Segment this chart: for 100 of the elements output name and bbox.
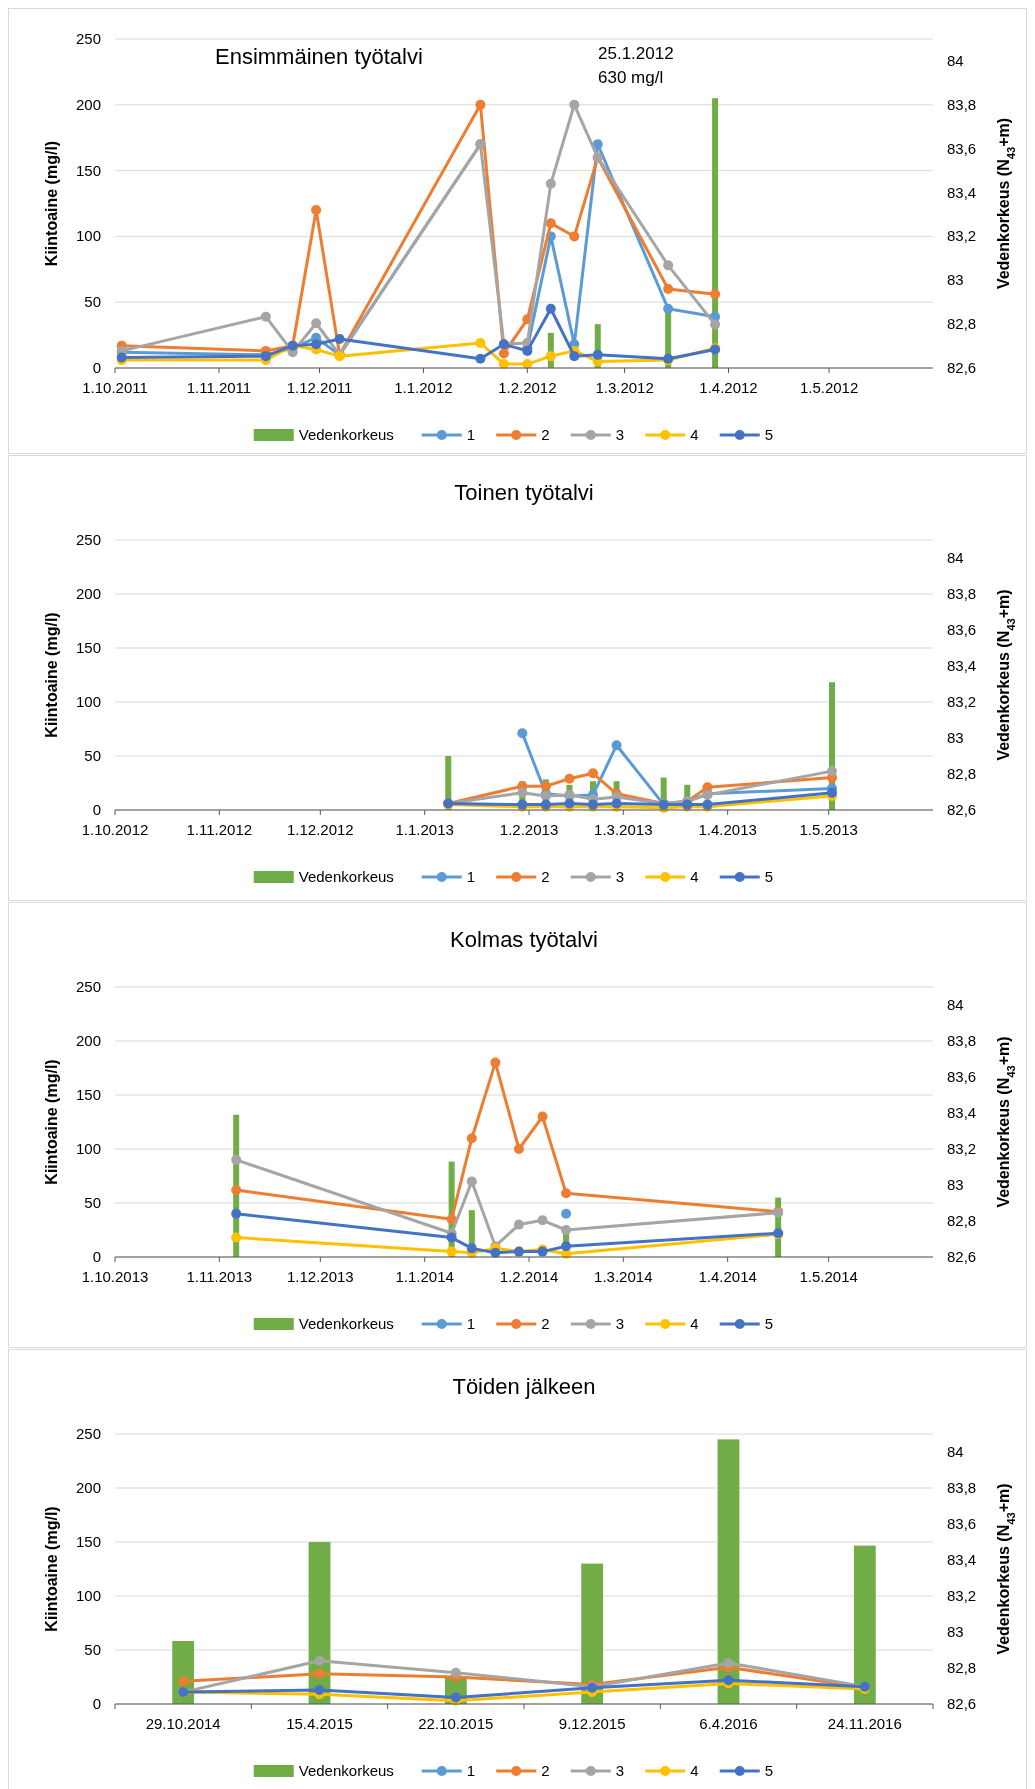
point bbox=[564, 773, 575, 784]
point bbox=[466, 1243, 477, 1254]
y2-tick-label: 83,8 bbox=[947, 585, 977, 602]
x-tick-label: 1.3.2012 bbox=[595, 379, 654, 396]
point bbox=[498, 348, 509, 359]
y2-tick-label: 82,8 bbox=[947, 1212, 977, 1229]
legend-label: Vedenkorkeus bbox=[298, 426, 394, 443]
point bbox=[569, 99, 580, 110]
y2-tick-label: 83,4 bbox=[947, 1551, 977, 1568]
point bbox=[710, 289, 721, 300]
point bbox=[588, 768, 599, 779]
chart-title: Töiden jälkeen bbox=[452, 1374, 596, 1399]
point bbox=[260, 311, 271, 322]
x-tick-label: 1.4.2012 bbox=[699, 379, 758, 396]
y-tick-label: 0 bbox=[92, 359, 101, 376]
point bbox=[450, 1667, 461, 1678]
point bbox=[311, 318, 322, 329]
x-tick-label: 1.1.2013 bbox=[395, 821, 454, 838]
point bbox=[545, 351, 556, 362]
point bbox=[231, 1208, 242, 1219]
point bbox=[231, 1232, 242, 1243]
y-tick-label: 200 bbox=[75, 1479, 101, 1496]
legend-label: 3 bbox=[615, 868, 625, 885]
point bbox=[710, 319, 721, 330]
y2-tick-label: 84 bbox=[947, 996, 964, 1013]
point bbox=[475, 99, 486, 110]
x-tick-label: 6.4.2016 bbox=[699, 1715, 758, 1732]
legend-label: 5 bbox=[764, 1315, 774, 1332]
point bbox=[663, 260, 674, 271]
y2-tick-label: 83,6 bbox=[947, 1515, 977, 1532]
y-tick-label: 200 bbox=[75, 1032, 101, 1049]
legend-label: Vedenkorkeus bbox=[298, 1315, 394, 1332]
y2-tick-label: 83 bbox=[947, 1176, 964, 1193]
x-tick-label: 29.10.2014 bbox=[145, 1715, 221, 1732]
point bbox=[663, 284, 674, 295]
x-tick-label: 1.3.2014 bbox=[594, 1268, 653, 1285]
chart-title: Toinen työtalvi bbox=[454, 480, 594, 505]
legend-label: 2 bbox=[541, 1762, 550, 1779]
legend-label: 3 bbox=[615, 1315, 625, 1332]
point bbox=[561, 1225, 572, 1235]
y2-tick-label: 83,6 bbox=[947, 1068, 977, 1085]
x-tick-label: 1.2.2014 bbox=[499, 1268, 559, 1285]
x-tick-label: 1.2.2012 bbox=[498, 379, 557, 396]
point bbox=[569, 351, 580, 362]
y-tick-label: 150 bbox=[75, 1086, 101, 1103]
x-tick-label: 1.1.2012 bbox=[394, 379, 453, 396]
y2-tick-label: 83,8 bbox=[947, 1032, 977, 1049]
legend-label: 4 bbox=[690, 1315, 699, 1332]
y-tick-label: 50 bbox=[84, 1641, 101, 1658]
x-tick-label: 1.12.2013 bbox=[286, 1268, 354, 1285]
y-tick-label: 100 bbox=[75, 1587, 101, 1604]
y2-tick-label: 83,2 bbox=[947, 693, 977, 710]
x-tick-label: 1.12.2012 bbox=[286, 821, 354, 838]
legend-label: 4 bbox=[690, 868, 699, 885]
y2-tick-label: 82,8 bbox=[947, 1659, 977, 1676]
legend-label: Vedenkorkeus bbox=[298, 868, 394, 885]
point bbox=[561, 1241, 572, 1252]
point bbox=[611, 740, 622, 751]
chart-title: Kolmas työtalvi bbox=[450, 927, 598, 952]
legend-label: 2 bbox=[541, 868, 550, 885]
point bbox=[723, 1657, 734, 1668]
y2-tick-label: 83 bbox=[947, 729, 964, 746]
y-axis-title: Kiintoaine (mg/l) bbox=[43, 612, 60, 738]
legend-label: 4 bbox=[690, 1762, 699, 1779]
y2-tick-label: 83,6 bbox=[947, 139, 977, 157]
x-tick-label: 1.4.2013 bbox=[698, 821, 757, 838]
y-tick-label: 0 bbox=[92, 1248, 101, 1265]
x-tick-label: 1.11.2011 bbox=[186, 379, 252, 396]
point bbox=[314, 1684, 325, 1695]
y-tick-label: 100 bbox=[75, 1140, 101, 1157]
point bbox=[561, 1188, 572, 1199]
y-tick-label: 250 bbox=[75, 531, 101, 548]
y-tick-label: 150 bbox=[75, 1533, 101, 1550]
y2-tick-label: 83,4 bbox=[947, 657, 977, 674]
point bbox=[311, 205, 322, 216]
y2-tick-label: 82,6 bbox=[947, 1248, 977, 1265]
point bbox=[517, 728, 528, 739]
x-tick-label: 1.5.2012 bbox=[799, 379, 859, 396]
point bbox=[334, 334, 345, 345]
y-tick-label: 200 bbox=[75, 95, 101, 113]
legend-label: 1 bbox=[466, 1315, 476, 1332]
annotation: 25.1.2012 630 mg/l bbox=[598, 44, 674, 87]
x-tick-label: 1.1.2014 bbox=[395, 1268, 454, 1285]
y2-tick-label: 83,8 bbox=[947, 95, 977, 113]
legend-label: 2 bbox=[541, 426, 550, 443]
point bbox=[545, 303, 556, 314]
y-tick-label: 0 bbox=[92, 801, 101, 818]
y-tick-label: 100 bbox=[75, 227, 101, 245]
y-tick-label: 50 bbox=[84, 747, 101, 764]
y2-tick-label: 83,8 bbox=[947, 1479, 977, 1496]
y2-tick-label: 83,2 bbox=[947, 1587, 977, 1604]
legend-label: 5 bbox=[764, 426, 774, 443]
y2-tick-label: 84 bbox=[947, 549, 964, 566]
legend-label: 1 bbox=[466, 1762, 476, 1779]
y-tick-label: 100 bbox=[75, 693, 101, 710]
point bbox=[446, 1246, 457, 1257]
y-tick-label: 250 bbox=[75, 30, 101, 47]
y2-tick-label: 84 bbox=[947, 51, 964, 69]
point bbox=[561, 1208, 572, 1219]
y2-tick-label: 82,8 bbox=[947, 315, 977, 333]
